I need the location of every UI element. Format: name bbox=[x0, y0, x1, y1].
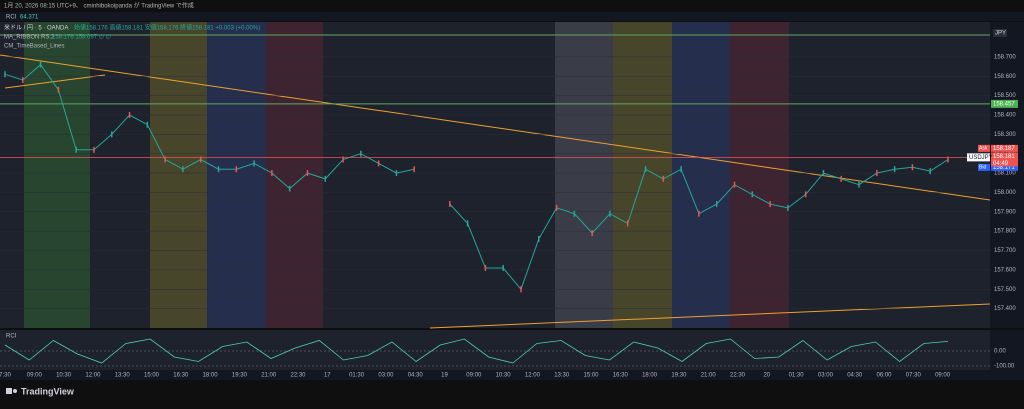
y-tick-label: 158.700 bbox=[994, 54, 1016, 60]
rci-line bbox=[4, 338, 949, 364]
brand-logo bbox=[6, 388, 17, 394]
y-tick-label: 157.400 bbox=[994, 306, 1016, 312]
y-tick-label: 158.100 bbox=[994, 171, 1016, 177]
x-tick-label: 01:30 bbox=[789, 373, 805, 379]
y-tick-label: 158.000 bbox=[994, 190, 1016, 196]
x-tick-label: 19:30 bbox=[671, 373, 687, 379]
x-tick-label: 20 bbox=[763, 373, 770, 379]
caption: 1月 20, 2026 08:15 UTC+9、 cminhibokoipand… bbox=[4, 2, 194, 10]
y-tick-label: 157.700 bbox=[994, 248, 1016, 254]
currency-box bbox=[993, 29, 1007, 37]
x-tick-label: 21:00 bbox=[701, 373, 717, 379]
x-tick-label: 22:30 bbox=[730, 373, 746, 379]
symbol-box bbox=[967, 153, 990, 162]
legend-symbol: 米ドル / 円 · 5 · OANDA bbox=[4, 24, 68, 32]
legend-ma: MA_RIBBON RS.2 bbox=[4, 35, 55, 41]
symbol: USDJPY bbox=[969, 155, 993, 161]
x-tick-label: 7:30 bbox=[0, 373, 11, 379]
bid-value-box bbox=[991, 163, 1018, 171]
x-tick-label: 12:00 bbox=[85, 373, 101, 379]
x-tick-label: 07:30 bbox=[906, 373, 922, 379]
rci-pane bbox=[0, 330, 990, 370]
session-band bbox=[150, 22, 207, 328]
x-tick-label: 09:00 bbox=[935, 373, 951, 379]
session-band bbox=[24, 22, 90, 328]
countdown: 04:49 bbox=[993, 161, 1009, 167]
rci-tick-label: -100.00 bbox=[994, 364, 1015, 370]
trend-line bbox=[4, 74, 106, 89]
ask-label: 158.187 bbox=[993, 146, 1015, 152]
rci-axis bbox=[990, 330, 1024, 370]
x-tick-label: 09:00 bbox=[27, 373, 43, 379]
y-tick-label: 158.400 bbox=[994, 113, 1016, 119]
session-band bbox=[613, 22, 672, 328]
x-tick-label: 18:00 bbox=[642, 373, 658, 379]
bid-box bbox=[978, 163, 990, 171]
level-label: 158.457 bbox=[993, 102, 1015, 108]
y-tick-label: 157.500 bbox=[994, 287, 1016, 293]
bid-name: Bid bbox=[979, 165, 986, 171]
rci-top-value: 64.371 bbox=[20, 15, 39, 21]
x-tick-label: 13:30 bbox=[115, 373, 131, 379]
y-tick-label: 157.800 bbox=[994, 229, 1016, 235]
legend-lines: CM_TimeBased_Lines bbox=[4, 44, 64, 50]
rci-top: RCI bbox=[6, 15, 17, 21]
x-tick-label: 03:00 bbox=[378, 373, 394, 379]
x-tick-label: 17 bbox=[324, 373, 331, 379]
x-tick-label: 19 bbox=[441, 373, 448, 379]
ask-value-box bbox=[991, 144, 1018, 152]
trend-line bbox=[0, 54, 991, 201]
sessions bbox=[24, 22, 789, 328]
brand: TradingView bbox=[21, 386, 75, 396]
trend-line bbox=[429, 303, 991, 329]
rci-name: RCI bbox=[6, 334, 17, 340]
x-tick-label: 15:00 bbox=[144, 373, 160, 379]
x-tick-label: 12:00 bbox=[525, 373, 541, 379]
x-tick-label: 16:30 bbox=[613, 373, 629, 379]
x-tick-label: 15:00 bbox=[583, 373, 599, 379]
x-tick-label: 06:00 bbox=[876, 373, 892, 379]
x-tick-label: 01:30 bbox=[349, 373, 365, 379]
ask-name: Ask bbox=[979, 146, 988, 152]
time-axis bbox=[0, 370, 1024, 380]
y-tick-label: 157.600 bbox=[994, 267, 1016, 273]
legend-ohlc: 始値158.176 高値158.181 安値158.176 終値158.181 … bbox=[74, 24, 260, 32]
y-tick-label: 157.900 bbox=[994, 209, 1016, 215]
x-tick-label: 22:30 bbox=[290, 373, 306, 379]
session-band bbox=[207, 22, 266, 328]
session-band bbox=[555, 22, 613, 328]
top-bar bbox=[0, 12, 1024, 21]
x-tick-label: 10:30 bbox=[496, 373, 512, 379]
x-tick-label: 04:30 bbox=[408, 373, 424, 379]
x-tick-label: 16:30 bbox=[173, 373, 189, 379]
price-pane bbox=[0, 22, 990, 328]
last-label: 158.181 bbox=[993, 154, 1015, 160]
rci-tick-label: 0.00 bbox=[994, 349, 1006, 355]
legend-ma-values: 158.176 158.097 ∅ ∅ bbox=[52, 34, 111, 41]
session-band bbox=[730, 22, 789, 328]
level-box bbox=[991, 99, 1018, 108]
y-tick-label: 158.600 bbox=[994, 74, 1016, 80]
last-box bbox=[991, 152, 1018, 167]
session-band bbox=[672, 22, 730, 328]
x-tick-label: 10:30 bbox=[56, 373, 72, 379]
price-axis bbox=[990, 22, 1024, 328]
x-tick-label: 13:30 bbox=[554, 373, 570, 379]
bid-label: 158.171 bbox=[993, 165, 1015, 171]
x-tick-label: 09:00 bbox=[466, 373, 482, 379]
x-tick-label: 18:00 bbox=[203, 373, 219, 379]
currency: JPY bbox=[995, 31, 1006, 37]
ask-box bbox=[978, 144, 990, 152]
x-tick-label: 03:00 bbox=[818, 373, 834, 379]
x-tick-label: 04:30 bbox=[847, 373, 863, 379]
x-tick-label: 21:00 bbox=[261, 373, 277, 379]
y-tick-label: 158.300 bbox=[994, 132, 1016, 138]
y-tick-label: 158.500 bbox=[994, 93, 1016, 99]
x-tick-label: 19:30 bbox=[232, 373, 248, 379]
